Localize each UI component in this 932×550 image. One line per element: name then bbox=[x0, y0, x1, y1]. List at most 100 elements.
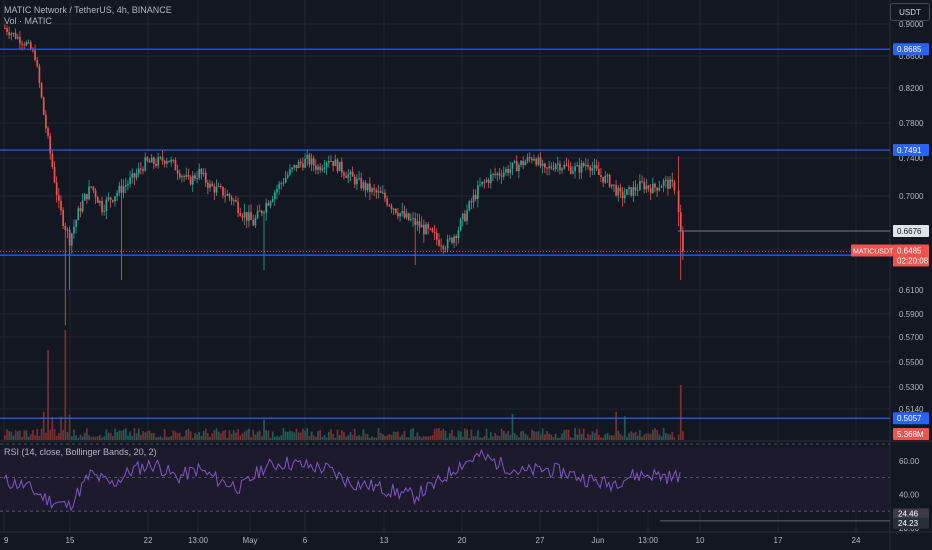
volume-bar bbox=[16, 431, 19, 440]
candle-body bbox=[556, 163, 559, 165]
candle-body bbox=[73, 226, 75, 234]
volume-bar bbox=[211, 433, 214, 440]
candle-body bbox=[166, 160, 168, 164]
volume-bar bbox=[477, 430, 479, 440]
candle-body bbox=[81, 200, 84, 212]
volume-bar bbox=[366, 434, 369, 440]
candle-body bbox=[189, 176, 192, 185]
volume-bar bbox=[142, 430, 144, 440]
volume-bar bbox=[641, 436, 643, 440]
candle-body bbox=[252, 219, 255, 226]
volume-bar bbox=[237, 429, 239, 440]
candle-body bbox=[433, 231, 436, 233]
candle-body bbox=[278, 183, 281, 189]
candle-body bbox=[170, 159, 173, 163]
rsi-line bbox=[3, 448, 681, 512]
price-tick-label: 0.5900 bbox=[899, 310, 924, 319]
volume-bar bbox=[375, 437, 378, 440]
candle-body bbox=[436, 232, 438, 240]
volume-bar bbox=[340, 430, 343, 440]
candle-body bbox=[483, 181, 486, 183]
price-tick-label: 0.9000 bbox=[899, 20, 924, 29]
candle-body bbox=[312, 158, 315, 166]
volume-bar bbox=[291, 431, 293, 440]
candle-body bbox=[509, 168, 512, 174]
volume-bar bbox=[178, 432, 181, 440]
volume-bar bbox=[353, 428, 356, 440]
bb-value-tag bbox=[893, 517, 929, 529]
candle-body bbox=[185, 174, 188, 177]
candle-body bbox=[304, 158, 306, 168]
candle-body bbox=[565, 164, 568, 166]
volume-bar bbox=[191, 437, 194, 440]
volume-bar bbox=[373, 437, 376, 440]
volume-bar bbox=[436, 428, 438, 440]
candle-body bbox=[194, 175, 196, 179]
volume-bar bbox=[587, 433, 589, 440]
volume-bar bbox=[64, 330, 67, 440]
volume-bar bbox=[27, 436, 30, 440]
candle-body bbox=[274, 192, 276, 199]
candle-body bbox=[537, 157, 540, 165]
candle-body bbox=[511, 162, 514, 169]
volume-tag-label: 5.368M bbox=[897, 430, 924, 439]
candle-body bbox=[502, 172, 505, 177]
candle-body bbox=[258, 210, 261, 212]
volume-bar bbox=[673, 437, 676, 440]
volume-bar bbox=[474, 436, 477, 440]
volume-bar bbox=[589, 434, 592, 440]
volume-bar bbox=[198, 432, 201, 440]
candle-body bbox=[468, 201, 471, 211]
candle-body bbox=[358, 177, 360, 179]
candle-body bbox=[472, 194, 475, 203]
level-tag-label: 0.6676 bbox=[897, 227, 922, 236]
symbol-tag bbox=[851, 244, 893, 257]
currency-button[interactable]: USDT bbox=[890, 3, 930, 21]
candle-body bbox=[431, 228, 434, 232]
candle-body bbox=[70, 233, 73, 246]
volume-bar bbox=[183, 436, 185, 440]
candle-body bbox=[446, 239, 449, 249]
candle-body bbox=[647, 185, 650, 189]
volume-bar bbox=[157, 436, 160, 440]
candle-body bbox=[371, 188, 373, 193]
candle-body bbox=[75, 220, 77, 227]
volume-bar bbox=[308, 436, 311, 440]
candle-body bbox=[448, 237, 451, 240]
candle-body bbox=[118, 185, 121, 193]
volume-bar bbox=[401, 434, 404, 440]
candle-body bbox=[414, 218, 417, 225]
volume-bar bbox=[677, 434, 680, 440]
volume-bar bbox=[332, 433, 335, 440]
volume-bar bbox=[544, 434, 546, 440]
candle-body bbox=[330, 160, 332, 162]
candle-body bbox=[585, 164, 587, 166]
rsi-value-label: 24.46 bbox=[898, 510, 919, 519]
candle-body bbox=[539, 157, 542, 167]
candle-body bbox=[606, 175, 609, 177]
candle-body bbox=[265, 203, 268, 213]
volume-bar bbox=[358, 435, 360, 440]
volume-bar bbox=[330, 429, 332, 440]
volume-bar bbox=[68, 414, 71, 440]
volume-bar bbox=[267, 430, 270, 440]
candle-body bbox=[429, 228, 432, 230]
candle-body bbox=[161, 157, 164, 161]
volume-bar bbox=[556, 437, 559, 440]
volume-bar bbox=[453, 436, 455, 440]
volume-bar bbox=[235, 432, 237, 440]
volume-bar bbox=[386, 435, 389, 440]
candle-body bbox=[83, 194, 86, 201]
volume-bar bbox=[360, 436, 363, 440]
volume-bar bbox=[431, 435, 434, 440]
candle-body bbox=[105, 199, 108, 212]
hline-tag-label: 0.5057 bbox=[897, 414, 922, 423]
volume-legend: Vol · MATIC bbox=[4, 16, 52, 26]
candle-body bbox=[451, 237, 453, 243]
time-tick-label: 13:00 bbox=[638, 536, 659, 545]
candle-body bbox=[636, 189, 639, 191]
candle-body bbox=[457, 230, 460, 239]
volume-bar bbox=[325, 437, 328, 440]
volume-bar bbox=[561, 433, 563, 440]
